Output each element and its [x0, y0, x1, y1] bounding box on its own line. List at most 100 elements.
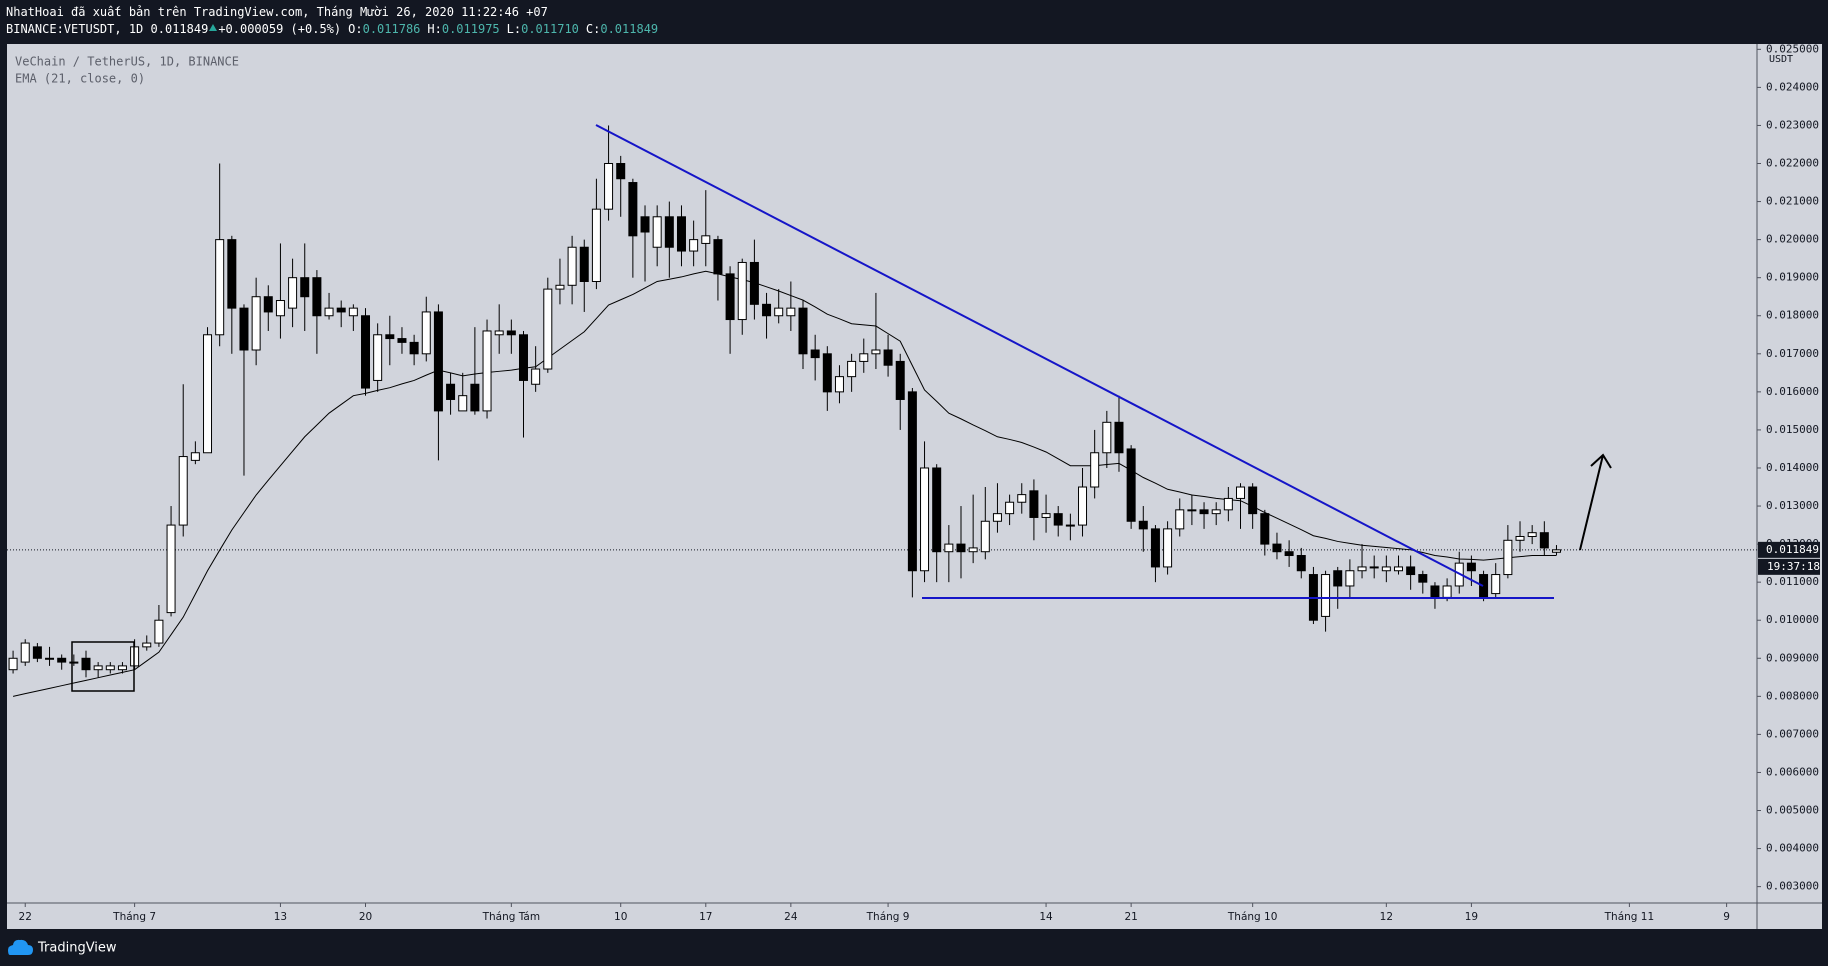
price-change: +0.000059 (+0.5%): [218, 22, 342, 36]
candle-body: [178, 456, 188, 526]
ohlc-label: L:: [506, 22, 522, 36]
symbol: BINANCE:VETUSDT, 1D: [6, 22, 144, 36]
y-tick-label: 0.006000: [1766, 765, 1819, 778]
candle-body: [1345, 570, 1355, 587]
arrow-drawing: [1579, 453, 1612, 551]
candle-body: [263, 296, 273, 313]
candle-body: [105, 665, 115, 671]
x-tick-label: 22: [19, 911, 32, 923]
candle-body: [1515, 535, 1525, 541]
candle-body: [871, 349, 881, 355]
x-tick-label: Tháng 7: [112, 911, 156, 923]
candle-body: [628, 182, 638, 237]
candle-body: [1430, 585, 1440, 598]
price-unit: USDT: [1769, 54, 1793, 65]
candle-body: [482, 330, 492, 412]
x-tick-label: Tháng 10: [1227, 911, 1278, 923]
candle-body: [555, 284, 565, 290]
candle-body: [567, 246, 577, 286]
ohlc-value: 0.011710: [521, 22, 579, 36]
candle-body: [215, 239, 225, 336]
y-tick-label: 0.007000: [1766, 727, 1819, 740]
candle-body: [591, 208, 601, 282]
candle-body: [421, 311, 431, 355]
candle-body: [1078, 486, 1088, 526]
ohlc-value: 0.011975: [441, 22, 500, 36]
candle-body: [227, 239, 237, 309]
candle-body: [1223, 497, 1233, 511]
candle-body: [713, 239, 723, 275]
candle-body: [348, 307, 358, 317]
candle-body: [1053, 513, 1063, 526]
candle-body: [579, 246, 589, 282]
box-drawing: [71, 641, 135, 692]
candle-body: [980, 520, 990, 553]
candle-body: [458, 395, 468, 412]
candle-body: [1479, 574, 1489, 598]
x-tick-label: 20: [359, 911, 372, 923]
candle-body: [992, 513, 1002, 522]
candle-body: [117, 665, 127, 671]
y-tick-label: 0.010000: [1766, 613, 1819, 626]
candle-body: [1211, 509, 1221, 515]
candle-body: [1296, 555, 1306, 572]
x-tick-label: 21: [1124, 911, 1137, 923]
header: NhatHoai đã xuất bản trên TradingView.co…: [6, 4, 665, 38]
candle-body: [1199, 509, 1209, 515]
candle-body: [1017, 494, 1027, 503]
candle-body: [385, 334, 395, 340]
candle-body: [57, 657, 67, 663]
candle-body: [1406, 566, 1416, 576]
candle-body: [361, 315, 371, 389]
candle-body: [1381, 566, 1391, 572]
publisher: NhatHoai đã xuất bản trên TradingView.co…: [6, 5, 548, 19]
candle-body: [640, 216, 650, 233]
candle-body: [786, 307, 796, 317]
candle-body: [1272, 543, 1282, 553]
candle-body: [1321, 574, 1331, 617]
candle-body: [1248, 486, 1258, 515]
last-price-box: [1758, 541, 1820, 558]
drawings: [71, 124, 1612, 692]
candle-body: [1284, 551, 1294, 557]
candle-body: [45, 657, 55, 660]
legend-entry: EMA (21, close, 0): [15, 72, 145, 86]
candle-body: [968, 547, 978, 553]
candle-body: [774, 307, 784, 317]
candle-body: [1090, 452, 1100, 488]
candle-body: [1369, 566, 1379, 569]
candle-body: [834, 376, 844, 393]
candle-body: [1551, 549, 1561, 553]
brand[interactable]: TradingView: [37, 941, 117, 956]
candle-body: [616, 163, 626, 180]
candle-body: [1138, 520, 1148, 530]
x-tick-label: 13: [274, 911, 287, 923]
countdown-box: [1758, 558, 1820, 575]
candle-body: [81, 657, 91, 671]
y-tick-label: 0.013000: [1766, 499, 1819, 512]
trend-line: [595, 124, 1484, 587]
candle-body: [506, 330, 516, 336]
candle-body: [689, 239, 699, 252]
candle-body: [944, 543, 954, 553]
candle-body: [251, 296, 261, 351]
candle-body: [518, 334, 528, 381]
up-arrow: [209, 24, 218, 31]
candle-body: [1491, 574, 1501, 595]
x-tick-label: 19: [1465, 911, 1478, 923]
candle-body: [737, 261, 747, 321]
logo: [8, 939, 33, 955]
candle-body: [409, 341, 419, 355]
ohlc-value: 0.011849: [600, 22, 659, 36]
candle-body: [1418, 574, 1428, 583]
candle-body: [300, 277, 310, 298]
candle-body: [1065, 524, 1075, 527]
plot-area: [7, 125, 1757, 697]
candle-body: [604, 163, 614, 210]
y-tick-label: 0.011000: [1766, 575, 1819, 588]
candle-body: [1466, 562, 1476, 572]
footer-bar: [0, 929, 1828, 966]
candle-body: [166, 524, 176, 614]
